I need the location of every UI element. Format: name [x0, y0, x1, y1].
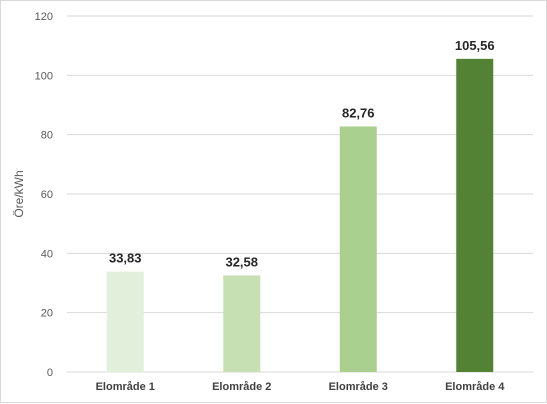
data-label: 33,83 [109, 251, 142, 266]
x-tick-label: Elområde 2 [212, 381, 271, 393]
y-tick-label: 100 [35, 70, 53, 82]
bar [223, 275, 261, 372]
bar [106, 271, 144, 372]
y-tick-label: 0 [47, 367, 53, 379]
x-tick-label: Elområde 4 [445, 381, 505, 393]
y-tick-label: 40 [41, 248, 53, 260]
y-tick-label: 80 [41, 130, 53, 142]
x-axis-categories: Elområde 1 Elområde 2 Elområde 3 Elområde 4 [96, 381, 506, 393]
x-tick-label: Elområde 1 [96, 381, 155, 393]
y-tick-label: 20 [41, 308, 53, 320]
gridlines [67, 15, 533, 373]
x-tick-label: Elområde 3 [329, 381, 388, 393]
y-tick-label: 120 [35, 11, 53, 23]
y-tick-label: 60 [41, 189, 53, 201]
bar [456, 58, 494, 373]
bars [106, 58, 494, 373]
bar [339, 126, 377, 372]
data-label: 82,76 [342, 105, 375, 120]
y-axis-ticks: 0 20 40 60 80 100 120 [35, 11, 53, 379]
data-label: 32,58 [225, 254, 258, 269]
y-axis-label: Öre/kWh [12, 170, 26, 217]
data-label: 105,56 [455, 38, 495, 53]
data-labels: 33,83 32,58 82,76 105,56 [109, 38, 495, 270]
